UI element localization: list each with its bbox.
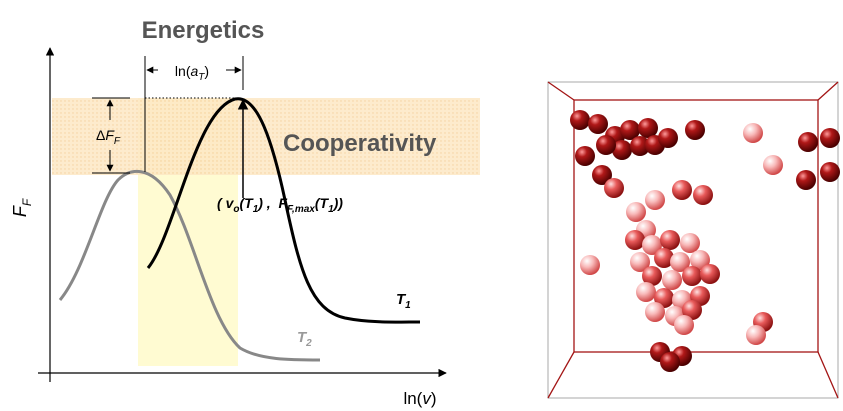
curve-label: T2 — [297, 329, 312, 349]
sphere — [660, 230, 680, 250]
sphere — [798, 132, 818, 152]
sphere — [626, 202, 646, 222]
text: F — [20, 198, 34, 206]
sphere — [820, 162, 840, 182]
text: ) — [431, 389, 437, 408]
box-edge — [548, 82, 574, 100]
text: ln( — [403, 389, 422, 408]
sphere — [674, 315, 694, 335]
sphere — [625, 230, 645, 250]
sphere — [685, 120, 705, 140]
text: ) — [204, 63, 209, 79]
band-label: Cooperativity — [283, 130, 437, 157]
y-axis-label: FF — [10, 198, 34, 217]
x-axis-label: ln(v) — [403, 389, 436, 408]
sphere — [693, 185, 713, 205]
shift-label: ln(aT) — [175, 63, 209, 83]
sphere — [820, 128, 840, 148]
box-edge — [818, 352, 838, 398]
text: )) — [332, 195, 344, 211]
sphere — [596, 135, 616, 155]
sphere — [645, 190, 665, 210]
sphere — [660, 352, 680, 372]
sphere — [636, 282, 656, 302]
sphere — [763, 155, 783, 175]
text: F,max — [287, 204, 315, 215]
sphere — [658, 128, 678, 148]
sphere — [580, 255, 600, 275]
sphere — [662, 270, 682, 290]
sphere — [700, 264, 720, 284]
sphere — [743, 123, 763, 143]
figure: Energetics ln(aT) ΔFF Cooperativity ( vo… — [0, 0, 843, 411]
text: 1 — [405, 300, 411, 311]
text: a — [190, 63, 198, 79]
text: Δ — [96, 127, 105, 143]
box-edge — [818, 82, 838, 100]
spheres — [570, 110, 840, 372]
text: ln( — [175, 63, 191, 79]
sphere — [570, 110, 590, 130]
sphere — [588, 114, 608, 134]
text: 2 — [305, 338, 312, 349]
sphere — [682, 266, 702, 286]
sphere — [645, 302, 665, 322]
text: ) , — [256, 195, 278, 211]
text: ( — [217, 195, 226, 211]
sphere — [796, 170, 816, 190]
sphere — [604, 178, 624, 198]
box-edge — [548, 352, 574, 398]
text: F — [114, 136, 121, 147]
sphere — [680, 233, 700, 253]
page: Energetics ln(aT) ΔFF Cooperativity ( vo… — [0, 0, 843, 411]
sphere — [575, 146, 595, 166]
title: Energetics — [142, 17, 265, 44]
curve-label: T1 — [396, 291, 411, 311]
sphere — [672, 180, 692, 200]
sphere — [746, 325, 766, 345]
